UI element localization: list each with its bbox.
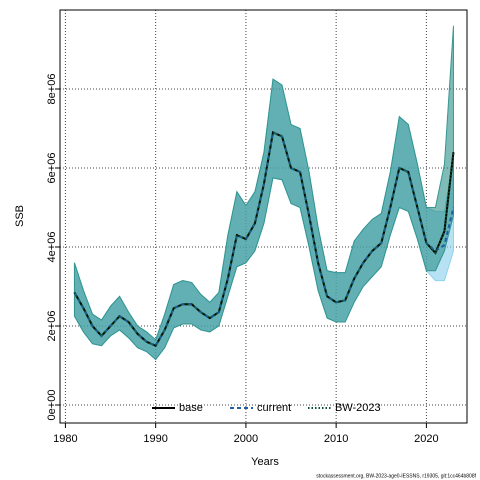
- y-tick-label: 0e+00: [46, 390, 58, 421]
- plot-frame: [59, 9, 468, 424]
- y-tick-label: 2e+06: [46, 311, 58, 342]
- y-tick-label: 6e+06: [46, 153, 58, 184]
- x-tick-label: 1990: [143, 433, 167, 445]
- x-tick-label: 2020: [414, 433, 438, 445]
- y-tick-label: 8e+06: [46, 74, 58, 105]
- legend-label: base: [179, 402, 203, 414]
- y-axis-title: SSB: [14, 205, 26, 227]
- footnote: stockassessment.org, BW-2023-age0-IESSNS…: [316, 473, 476, 479]
- y-tick-label: 4e+06: [46, 232, 58, 263]
- series-line: [73, 131, 455, 348]
- x-tick-label: 1980: [53, 433, 77, 445]
- confidence-band: [73, 25, 454, 361]
- legend-label: current: [257, 402, 291, 414]
- x-tick-label: 2000: [234, 433, 258, 445]
- legend-label: BW-2023: [335, 402, 381, 414]
- x-axis-title: Years: [251, 456, 279, 468]
- x-tick-label: 2010: [324, 433, 348, 445]
